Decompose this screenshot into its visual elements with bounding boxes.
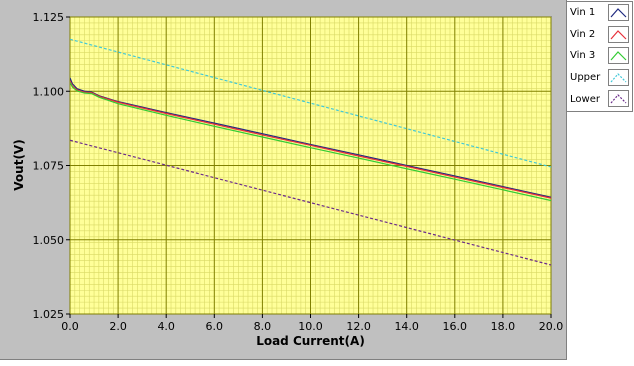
x-tick-label: 8.0 <box>254 320 272 333</box>
legend-item: Upper <box>567 67 632 89</box>
legend-label: Lower <box>567 94 610 105</box>
legend-label: Upper <box>567 72 610 83</box>
y-tick-label: 1.100 <box>33 85 65 98</box>
legend: Vin 1 Vin 2 Vin 3 Upper Lower <box>566 1 633 112</box>
y-axis: 1.025 1.050 1.075 1.100 1.125 <box>33 11 71 321</box>
x-tick-label: 14.0 <box>394 320 419 333</box>
x-tick-label: 18.0 <box>491 320 516 333</box>
y-tick-label: 1.025 <box>33 308 65 321</box>
legend-label: Vin 2 <box>567 29 610 40</box>
legend-swatch-icon <box>608 69 629 86</box>
legend-label: Vin 3 <box>567 50 610 61</box>
y-axis-title: Vout(V) <box>12 139 26 190</box>
x-tick-label: 10.0 <box>298 320 323 333</box>
legend-item: Vin 3 <box>567 45 632 67</box>
legend-label: Vin 1 <box>567 7 610 18</box>
x-tick-label: 6.0 <box>206 320 224 333</box>
x-axis: 0.0 2.0 4.0 6.0 8.0 10.0 12.0 14.0 16.0 18.0 20.0 <box>61 314 563 333</box>
x-tick-label: 20.0 <box>539 320 564 333</box>
y-tick-label: 1.050 <box>33 234 65 247</box>
x-tick-label: 16.0 <box>443 320 468 333</box>
legend-item: Lower <box>567 88 632 110</box>
line-chart: 0.0 2.0 4.0 6.0 8.0 10.0 12.0 14.0 16.0 18.0 20.0 … <box>0 0 566 359</box>
x-axis-title: Load Current(A) <box>256 334 365 348</box>
legend-item: Vin 1 <box>567 2 632 24</box>
legend-swatch-icon <box>608 26 629 43</box>
y-tick-label: 1.075 <box>33 160 65 173</box>
x-tick-label: 0.0 <box>61 320 79 333</box>
x-tick-label: 12.0 <box>346 320 371 333</box>
legend-swatch-icon <box>608 4 629 21</box>
legend-swatch-icon <box>608 47 629 64</box>
legend-item: Vin 2 <box>567 24 632 46</box>
x-tick-label: 2.0 <box>109 320 127 333</box>
chart-panel: 0.0 2.0 4.0 6.0 8.0 10.0 12.0 14.0 16.0 18.0 20.0 … <box>0 0 567 360</box>
legend-swatch-icon <box>608 90 629 107</box>
x-tick-label: 4.0 <box>157 320 175 333</box>
y-tick-label: 1.125 <box>33 11 65 24</box>
